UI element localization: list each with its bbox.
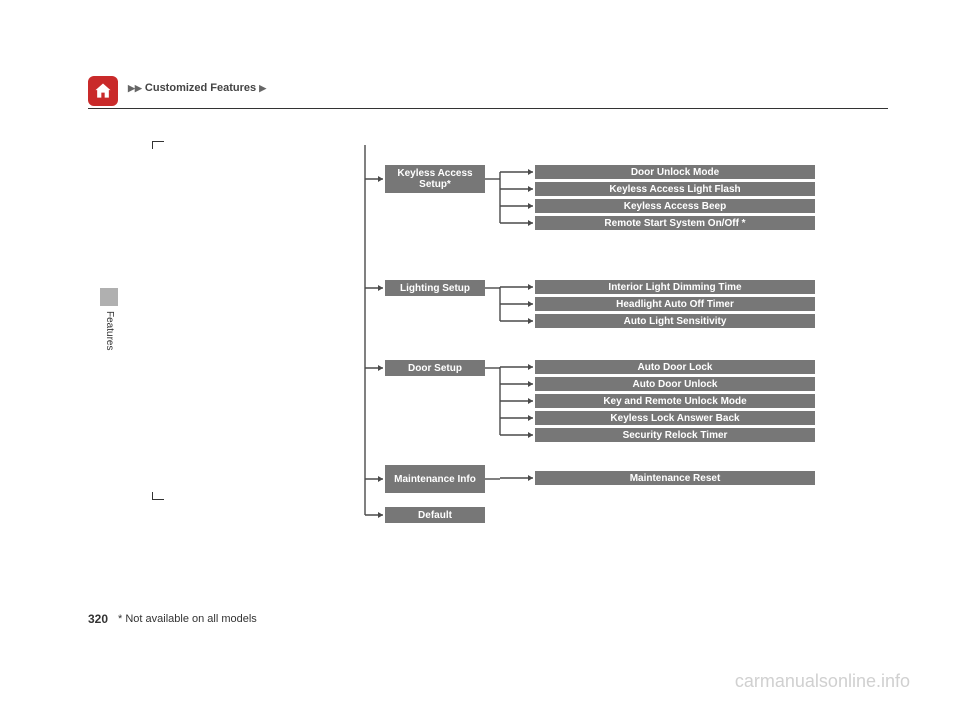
header-rule (88, 108, 888, 109)
breadcrumb: ▶▶ Customized Features ▶ (128, 82, 266, 94)
footnote: * Not available on all models (118, 613, 257, 625)
menu-category: Maintenance Info (385, 465, 485, 493)
home-icon[interactable] (88, 76, 118, 106)
menu-leaf: Interior Light Dimming Time (535, 280, 815, 294)
breadcrumb-title: Customized Features (145, 82, 256, 94)
menu-category: Lighting Setup (385, 280, 485, 296)
menu-leaf: Auto Door Lock (535, 360, 815, 374)
page-number: 320 (88, 612, 108, 626)
menu-leaf: Door Unlock Mode (535, 165, 815, 179)
watermark: carmanualsonline.info (735, 671, 910, 692)
menu-leaf: Auto Door Unlock (535, 377, 815, 391)
menu-leaf: Keyless Lock Answer Back (535, 411, 815, 425)
section-tab (100, 288, 118, 306)
menu-leaf: Maintenance Reset (535, 471, 815, 485)
bracket-top (152, 141, 164, 149)
menu-leaf: Remote Start System On/Off * (535, 216, 815, 230)
menu-leaf: Key and Remote Unlock Mode (535, 394, 815, 408)
menu-category: Keyless Access Setup* (385, 165, 485, 193)
menu-leaf: Auto Light Sensitivity (535, 314, 815, 328)
menu-leaf: Security Relock Timer (535, 428, 815, 442)
breadcrumb-pre: ▶▶ (128, 83, 142, 93)
menu-category: Default (385, 507, 485, 523)
menu-tree-diagram: Keyless Access Setup* Door Unlock Mode Key… (355, 145, 895, 525)
menu-category: Door Setup (385, 360, 485, 376)
menu-leaf: Keyless Access Light Flash (535, 182, 815, 196)
section-tab-label: Features (104, 311, 115, 350)
menu-leaf: Keyless Access Beep (535, 199, 815, 213)
menu-leaf: Headlight Auto Off Timer (535, 297, 815, 311)
breadcrumb-post: ▶ (259, 83, 266, 93)
bracket-bottom (152, 492, 164, 500)
